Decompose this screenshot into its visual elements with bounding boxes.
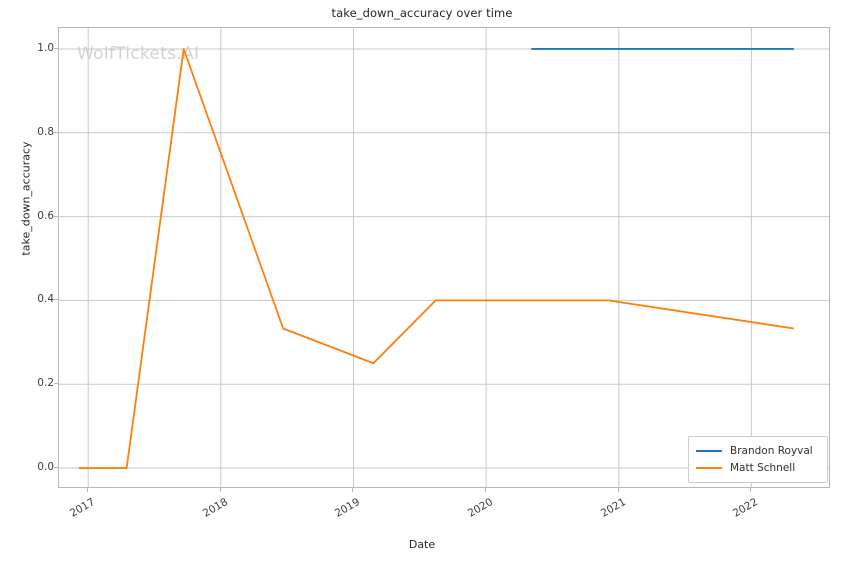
x-axis-tick-label: 2018 bbox=[200, 496, 230, 520]
legend-color-swatch bbox=[696, 449, 722, 452]
legend-item[interactable]: Matt Schnell bbox=[696, 459, 820, 476]
x-axis-label: Date bbox=[408, 538, 436, 551]
x-axis-tick-label: 2022 bbox=[731, 496, 761, 520]
y-axis-tick-label: 0.6 bbox=[37, 209, 54, 222]
legend-color-swatch bbox=[696, 466, 722, 469]
y-axis-tick-mark bbox=[54, 299, 58, 301]
series-line bbox=[78, 48, 794, 469]
x-axis-tick-mark bbox=[87, 488, 89, 492]
y-axis-tick-mark bbox=[54, 215, 58, 217]
x-axis-tick-mark bbox=[219, 488, 221, 492]
y-axis-label: take_down_accuracy bbox=[19, 141, 33, 256]
legend-label: Matt Schnell bbox=[730, 461, 796, 474]
series-paths-group bbox=[78, 48, 794, 469]
x-axis-tick-mark bbox=[352, 488, 354, 492]
x-axis-tick-label: 2017 bbox=[68, 496, 98, 520]
chart-title: take_down_accuracy over time bbox=[331, 6, 513, 20]
y-axis-tick-mark bbox=[54, 467, 58, 469]
y-axis-tick-mark bbox=[54, 383, 58, 385]
y-axis-tick-label: 0.4 bbox=[37, 293, 54, 306]
gridlines-group bbox=[59, 28, 829, 487]
chart-legend[interactable]: Brandon Royval Matt Schnell bbox=[688, 436, 828, 483]
legend-item[interactable]: Brandon Royval bbox=[696, 442, 820, 459]
y-axis-tick-mark bbox=[54, 131, 58, 133]
x-axis-tick-label: 2019 bbox=[333, 496, 363, 520]
x-axis-tick-label: 2021 bbox=[598, 496, 628, 520]
plot-area: WolfTickets.AI bbox=[58, 27, 830, 488]
y-axis-tick-labels: 0.0 0.2 0.4 0.6 0.8 1.0 bbox=[4, 27, 54, 488]
x-axis-tick-mark bbox=[617, 488, 619, 492]
series-layer bbox=[59, 28, 829, 487]
y-axis-tick-mark bbox=[54, 47, 58, 49]
x-axis-tick-label: 2020 bbox=[465, 496, 496, 520]
y-axis-tick-label: 0.2 bbox=[37, 377, 54, 390]
y-axis-tick-label: 0.0 bbox=[37, 461, 54, 474]
y-axis-tick-label: 0.8 bbox=[37, 125, 54, 138]
legend-label: Brandon Royval bbox=[730, 444, 813, 457]
x-axis-tick-mark bbox=[750, 488, 752, 492]
x-axis-tick-mark bbox=[485, 488, 487, 492]
y-axis-tick-label: 1.0 bbox=[37, 41, 54, 54]
